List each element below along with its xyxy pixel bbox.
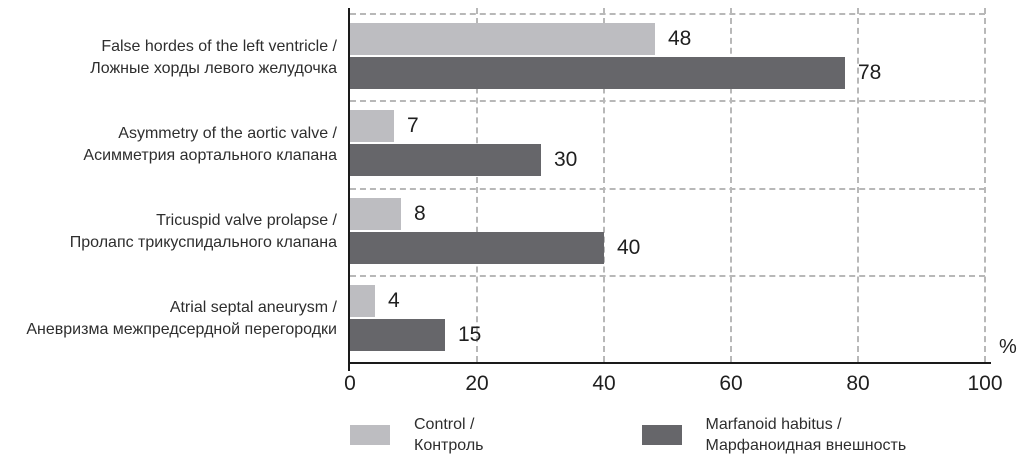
bar-control-2 xyxy=(350,198,401,230)
category-label-2: Tricuspid valve prolapse / Пролапс трикус… xyxy=(0,210,337,254)
bar-marfanoid-0 xyxy=(350,57,845,89)
category-label-line: Tricuspid valve prolapse / xyxy=(156,212,337,229)
bar-value-label: 4 xyxy=(388,289,400,312)
bar-control-0 xyxy=(350,23,655,55)
bar-marfanoid-1 xyxy=(350,144,541,176)
bar-value-label: 7 xyxy=(407,114,419,137)
category-label-3: Atrial septal aneurysm / Аневризма межпре… xyxy=(0,297,337,341)
gridline-x-60 xyxy=(730,8,732,362)
bar-value-label: 8 xyxy=(414,202,426,225)
gridline-x-80 xyxy=(857,8,859,362)
bar-value-label: 78 xyxy=(858,61,882,84)
bar-value-label: 40 xyxy=(617,236,641,259)
gridline-category-boundary xyxy=(350,275,985,277)
bar-value-label: 15 xyxy=(458,323,482,346)
category-label-1: Asymmetry of the aortic valve / Асимметри… xyxy=(0,123,337,167)
gridline-x-40 xyxy=(603,8,605,362)
legend-label-control: Control / Контроль xyxy=(414,416,484,454)
x-tick-label-80: 80 xyxy=(846,372,870,395)
category-label-line: Asymmetry of the aortic valve / xyxy=(118,125,337,142)
bar-value-label: 30 xyxy=(554,148,578,171)
bar-value-label: 48 xyxy=(668,27,692,50)
marfanoid-swatch xyxy=(641,425,682,445)
x-axis-unit-label: % xyxy=(999,336,1017,358)
category-label-line: Пролапс трикуспидального клапана xyxy=(69,234,337,251)
gridline-x-100 xyxy=(984,8,986,362)
category-label-0: False hordes of the left ventricle / Ложн… xyxy=(0,36,337,80)
category-label-line: Аневризма межпредсердной перегородки xyxy=(26,321,337,338)
bar-control-1 xyxy=(350,110,394,142)
x-tick-label-20: 20 xyxy=(465,372,489,395)
x-tick-label-100: 100 xyxy=(967,372,1003,395)
bar-marfanoid-3 xyxy=(350,319,445,351)
gridline-category-boundary xyxy=(350,13,985,15)
bar-marfanoid-2 xyxy=(350,232,604,264)
gridline-x-20 xyxy=(476,8,478,362)
x-tick-label-40: 40 xyxy=(592,372,616,395)
y-axis-line xyxy=(348,8,350,371)
legend: Control / Контроль Marfanoid habitus / М… xyxy=(350,414,906,456)
legend-item-marfanoid: Marfanoid habitus / Марфаноидная внешнос… xyxy=(641,414,907,456)
x-axis-line xyxy=(348,362,991,364)
gridline-category-boundary xyxy=(350,100,985,102)
category-label-line: Ложные хорды левого желудочка xyxy=(90,60,337,77)
category-label-line: False hordes of the left ventricle / xyxy=(101,38,337,55)
category-label-line: Асимметрия аортального клапана xyxy=(83,147,337,164)
control-swatch xyxy=(350,425,390,445)
x-tick-label-60: 60 xyxy=(719,372,743,395)
x-tick-label-0: 0 xyxy=(344,372,356,395)
legend-label-marfanoid: Marfanoid habitus / Марфаноидная внешнос… xyxy=(705,416,907,454)
gridline-category-boundary xyxy=(350,188,985,190)
bar-control-3 xyxy=(350,285,375,317)
category-label-line: Atrial septal aneurysm / xyxy=(169,299,337,316)
legend-item-control: Control / Контроль xyxy=(350,414,484,456)
